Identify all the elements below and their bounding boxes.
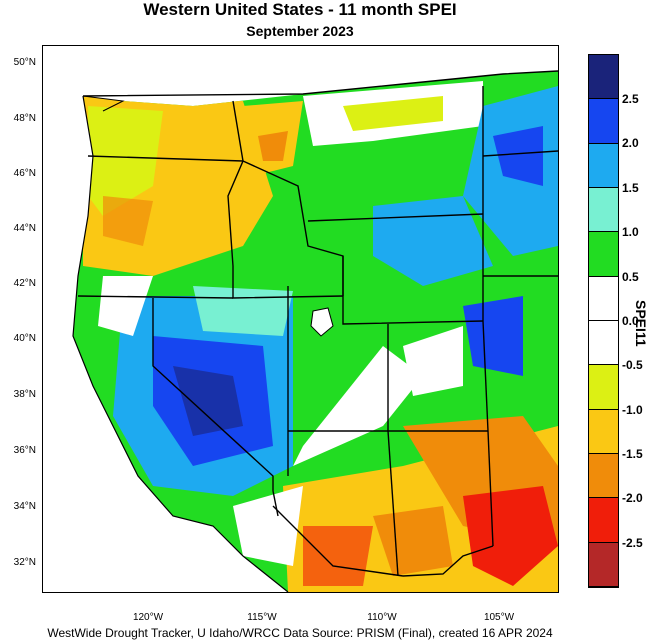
lon-label-110: 110°W <box>367 612 397 623</box>
lat-label-48: 48°N <box>13 113 36 124</box>
colorbar-swatch <box>589 276 618 321</box>
spei-field <box>73 71 558 592</box>
great-salt-lake <box>310 307 334 337</box>
lon-label-115: 115°W <box>247 612 277 623</box>
state-boundaries <box>77 86 558 577</box>
lat-label-32: 32°N <box>13 557 36 568</box>
colorbar-swatch <box>589 321 618 366</box>
colorbar-swatch <box>589 188 618 233</box>
lat-label-38: 38°N <box>13 389 36 400</box>
lat-label-40: 40°N <box>13 333 36 344</box>
colorbar-swatch <box>589 542 618 587</box>
spei-map <box>72 70 558 592</box>
colorbar-tick: 1.0 <box>622 225 639 239</box>
colorbar-tick: -1.5 <box>622 447 643 461</box>
map-title: Western United States - 11 month SPEI <box>143 0 457 19</box>
colorbar-swatch <box>589 498 618 543</box>
colorbar-tick: 0.5 <box>622 270 639 284</box>
colorbar-tick: 2.5 <box>622 92 639 106</box>
coastline <box>72 95 289 592</box>
colorbar-tick: 2.0 <box>622 136 639 150</box>
colorbar <box>588 54 619 588</box>
colorbar-tick: -2.5 <box>622 536 643 550</box>
lat-label-36: 36°N <box>13 445 36 456</box>
colorbar-tick: -1.0 <box>622 403 643 417</box>
colorbar-swatch <box>589 232 618 277</box>
colorbar-swatch <box>589 143 618 188</box>
colorbar-tick: -2.0 <box>622 491 643 505</box>
colorbar-title: SPEI11 <box>633 300 649 347</box>
lat-label-34: 34°N <box>13 501 36 512</box>
colorbar-swatch <box>589 365 618 410</box>
map-area <box>42 45 559 593</box>
lat-label-42: 42°N <box>13 278 36 289</box>
colorbar-tick: -0.5 <box>622 358 643 372</box>
colorbar-tick: 1.5 <box>622 181 639 195</box>
lat-label-44: 44°N <box>13 223 36 234</box>
lon-label-105: 105°W <box>483 612 515 623</box>
colorbar-swatch <box>589 99 618 144</box>
colorbar-tick: 0.0 <box>622 314 639 328</box>
map-subtitle: September 2023 <box>246 23 354 39</box>
colorbar-swatch <box>589 454 618 499</box>
canada-border <box>82 70 558 97</box>
colorbar-swatch <box>589 55 618 100</box>
lat-label-46: 46°N <box>13 168 36 179</box>
colorbar-swatch <box>589 409 618 454</box>
footer-credit: WestWide Drought Tracker, U Idaho/WRCC D… <box>47 626 553 640</box>
lon-label-120: 120°W <box>132 612 164 623</box>
lat-label-50: 50°N <box>13 57 36 68</box>
